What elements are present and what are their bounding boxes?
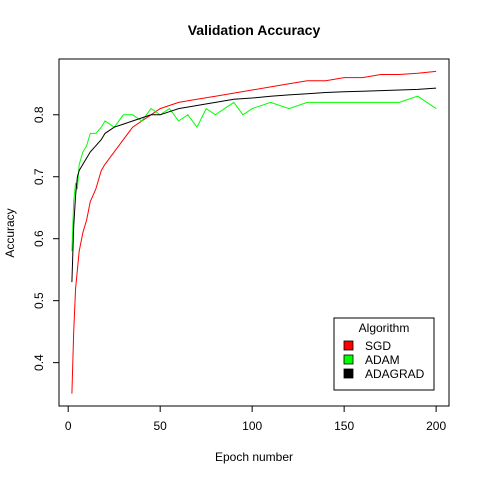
- series-layer: [71, 70, 437, 394]
- legend-title: Algorithm: [359, 321, 410, 335]
- chart-title: Validation Accuracy: [188, 22, 321, 38]
- x-tick-label: 0: [65, 419, 72, 433]
- x-axis-label: Epoch number: [215, 450, 293, 464]
- x-tick-label: 200: [426, 419, 446, 433]
- x-tick-label: 100: [242, 419, 262, 433]
- y-axis-label: Accuracy: [3, 208, 17, 257]
- y-axis: 0.4 0.5 0.6 0.7 0.8: [32, 106, 60, 371]
- y-tick-label: 0.8: [32, 106, 46, 123]
- legend-box: [333, 317, 435, 391]
- y-tick-label: 0.7: [32, 168, 46, 185]
- series-line-sgd: [71, 70, 437, 394]
- legend-swatch-adagrad: [343, 368, 354, 379]
- x-tick-label: 50: [153, 419, 167, 433]
- legend-entry-adagrad: ADAGRAD: [365, 367, 425, 381]
- y-tick-label: 0.5: [32, 292, 46, 309]
- x-tick-label: 150: [334, 419, 354, 433]
- legend-swatch-adam: [343, 354, 354, 365]
- y-tick-label: 0.4: [32, 354, 46, 371]
- legend-entry-adam: ADAM: [365, 353, 400, 367]
- series-line-adam: [71, 95, 437, 252]
- legend-entry-sgd: SGD: [365, 339, 391, 353]
- x-axis: 0 50 100 150 200: [65, 405, 446, 433]
- series-line-adagrad: [71, 87, 437, 283]
- legend-swatch-sgd: [343, 340, 354, 351]
- y-tick-label: 0.6: [32, 230, 46, 247]
